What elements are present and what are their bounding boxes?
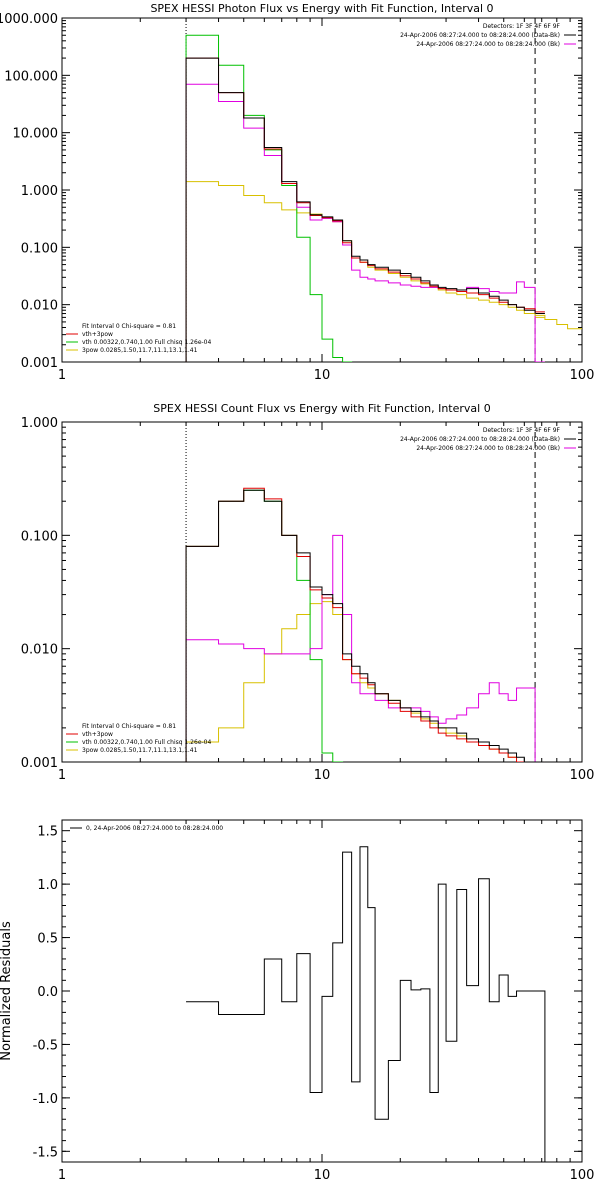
series-line-0-24-apr-2006-08-27-24-000-to-08-28-24-000	[186, 846, 546, 1162]
y-tick-label: 100.000	[4, 69, 58, 84]
y-tick-label: 1.0	[37, 878, 58, 893]
y-tick-label: 0.010	[21, 643, 58, 658]
legend-bottom-entry: Fit Interval 0 Chi-square = 0.81	[82, 723, 176, 730]
legend-bottom-entry: 3pow 0.0285,1.50,11.7,11.1,13.1,1.41	[82, 347, 198, 354]
y-tick-label: 1.5	[37, 825, 58, 840]
series-line-3pow	[185, 181, 545, 362]
y-tick-label: -1.5	[33, 1145, 58, 1160]
y-tick-label: 0.0	[37, 985, 58, 1000]
legend-bottom-entry: vth+3pow	[82, 331, 113, 338]
series-line-data-bk	[185, 57, 545, 362]
y-tick-label: 1.000	[21, 184, 58, 199]
y-tick-label: 0.100	[21, 529, 58, 544]
x-tick-label: 10	[314, 1168, 331, 1183]
y-tick-label: 0.100	[21, 241, 58, 256]
series-group	[185, 34, 582, 362]
series-group	[186, 846, 546, 1162]
y-axis-label: Normalized Residuals	[0, 921, 14, 1061]
legend-top-entry: 24-Apr-2006 08:27:24.000 to 08:28:24.000…	[416, 445, 560, 452]
photon-flux-panel: SPEX HESSI Photon Flux vs Energy with Fi…	[0, 2, 594, 383]
y-tick-label: 1000.000	[0, 12, 58, 27]
series-line-bk	[185, 83, 545, 362]
legend-top-entry: 24-Apr-2006 08:27:24.000 to 08:28:24.000…	[416, 41, 560, 48]
y-tick-label: 0.001	[21, 756, 58, 771]
legend-bottom-entry: vth 0.00322,0.740,1.00 Full chisq 1.26e-…	[82, 339, 211, 346]
legend-bottom-entry: 3pow 0.0285,1.50,11.7,11.1,13.1,1.41	[82, 747, 198, 754]
plot-frame	[61, 819, 583, 1163]
x-tick-label: 1	[58, 768, 66, 783]
legend-top-entry: Detectors: 1F 3F 4F 6F 9F	[483, 23, 561, 30]
y-tick-label: 0.010	[21, 299, 58, 314]
series-group	[185, 487, 545, 762]
x-tick-label: 100	[570, 368, 595, 383]
x-tick-label: 100	[570, 768, 595, 783]
series-line-3pow	[185, 601, 545, 762]
chart-title: SPEX HESSI Photon Flux vs Energy with Fi…	[150, 2, 493, 15]
series-line-vth	[185, 34, 353, 362]
x-tick-label: 1	[58, 1168, 66, 1183]
x-tick-label: 1	[58, 368, 66, 383]
pow-tail-line	[534, 313, 582, 330]
x-tick-label: 100	[570, 1168, 595, 1183]
legend-top-entry: 24-Apr-2006 08:27:24.000 to 08:28:24.000…	[400, 436, 560, 443]
y-tick-label: -1.0	[33, 1092, 58, 1107]
y-tick-label: 10.000	[13, 127, 59, 142]
y-tick-label: 1.000	[21, 416, 58, 431]
legend-bottom-entry: vth+3pow	[82, 731, 113, 738]
legend-bottom-entry: Fit Interval 0 Chi-square = 0.81	[82, 323, 176, 330]
series-line-vth	[185, 489, 344, 762]
chart-title: SPEX HESSI Count Flux vs Energy with Fit…	[153, 402, 490, 415]
legend-top-entry: 0, 24-Apr-2006 08:27:24.000 to 08:28:24.…	[86, 825, 223, 832]
x-tick-label: 10	[314, 368, 331, 383]
y-tick-label: -0.5	[33, 1038, 58, 1053]
legend-top-entry: 24-Apr-2006 08:27:24.000 to 08:28:24.000…	[400, 32, 560, 39]
count-flux-panel: SPEX HESSI Count Flux vs Energy with Fit…	[21, 402, 595, 783]
y-tick-label: 0.5	[37, 932, 58, 947]
y-tick-label: 0.001	[21, 356, 58, 371]
x-tick-label: 10	[314, 768, 331, 783]
series-line-vth-3pow	[185, 57, 545, 362]
series-line-vth-3pow	[185, 487, 545, 762]
residuals-panel: 1 10 100 -1.5 -1.0 -0.5 0.0 0.5 1.0 1.5 Normalized…	[0, 819, 595, 1183]
series-line-data-bk	[185, 489, 545, 762]
legend-bottom-entry: vth 0.00322,0.740,1.00 Full chisq 1.26e-…	[82, 739, 211, 746]
legend-top-entry: Detectors: 1F 3F 4F 6F 9F	[483, 427, 561, 434]
